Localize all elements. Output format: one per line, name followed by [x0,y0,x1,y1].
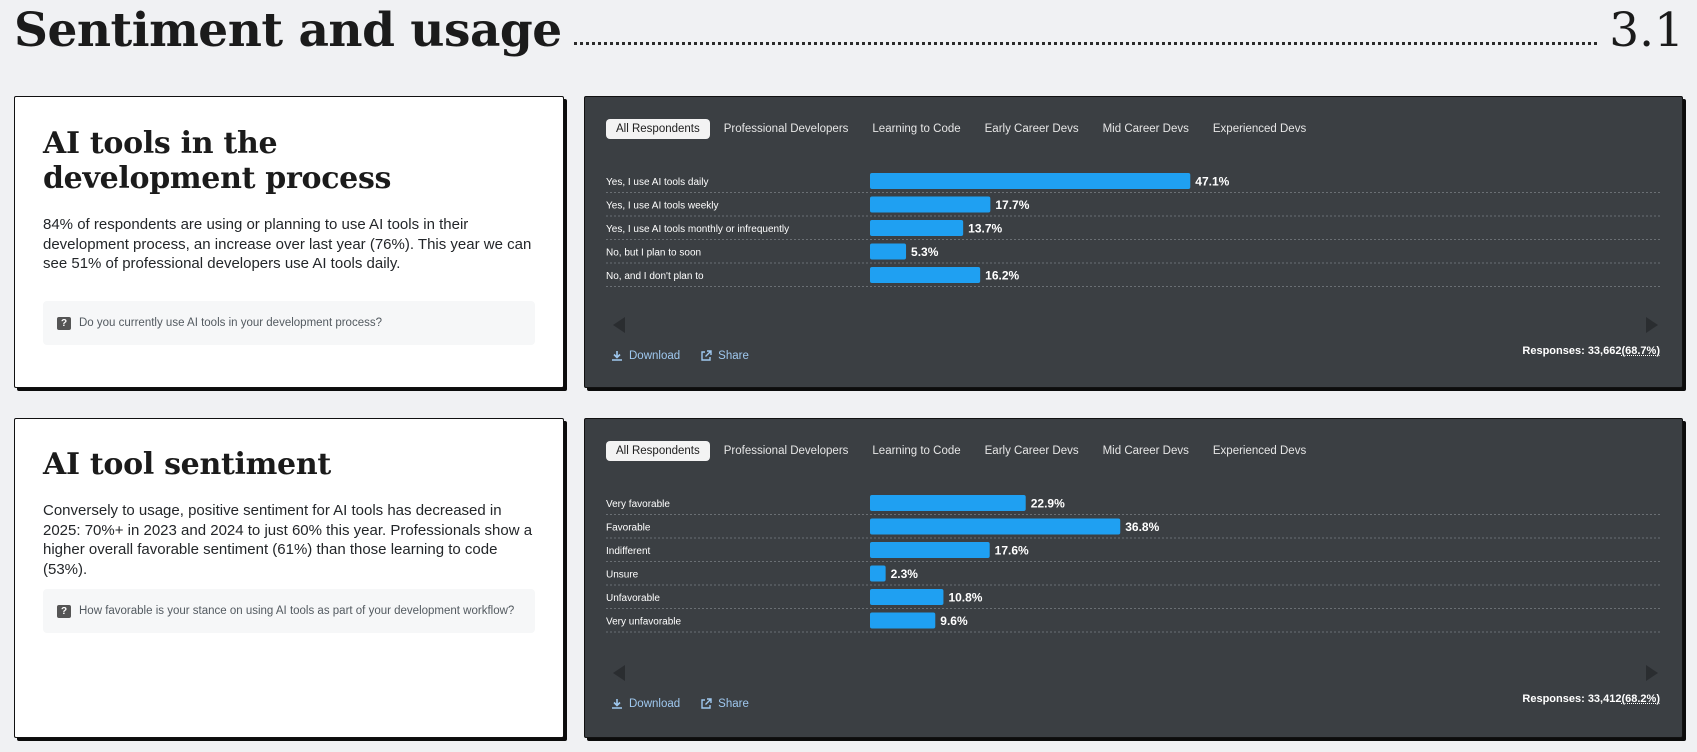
tab-early-career-devs[interactable]: Early Career Devs [984,123,1079,135]
download-label: Download [629,698,681,710]
bar[interactable] [870,220,964,236]
tab-all-respondents[interactable]: All Respondents [606,119,710,139]
tab-learning-to-code[interactable]: Learning to Code [872,445,961,457]
responses-number: 33,412 [1587,693,1622,705]
tab-professional-developers[interactable]: Professional Developers [723,123,849,135]
question-text: Do you currently use AI tools in your de… [79,317,382,329]
category-label: Unfavorable [606,593,660,604]
share-button[interactable]: Share [700,698,749,710]
sentiment-bar-chart: Very favorable 22.9% Favorable 36.8% Indiffe… [606,495,1660,633]
value-label: 16.2% [985,269,1019,283]
respondent-tabs: All Respondents Professional Developers Le… [606,441,1320,461]
category-label: Very unfavorable [606,617,681,628]
category-label: Yes, I use AI tools monthly or infrequen… [606,224,789,235]
usage-bar-chart: Yes, I use AI tools daily 47.1% Yes, I use… [606,173,1660,287]
value-label: 9.6% [940,614,968,628]
value-label: 17.6% [995,544,1029,558]
category-label: Yes, I use AI tools weekly [606,201,718,212]
category-label: Favorable [606,523,651,534]
value-label: 47.1% [1195,175,1229,189]
bar[interactable] [870,495,1026,511]
download-button[interactable]: Download [611,350,680,362]
category-label: No, but I plan to soon [606,248,701,259]
tab-professional-developers[interactable]: Professional Developers [723,445,849,457]
sentiment-chart-panel: All Respondents Professional Developers Le… [584,418,1683,738]
responses-label: Responses: [1522,693,1585,705]
section-description: Conversely to usage, positive sentiment … [43,502,533,578]
survey-question: ? How favorable is your stance on using … [43,589,535,633]
share-label: Share [718,350,749,362]
external-link-icon [700,350,712,362]
section-heading: AI tool sentiment [43,447,331,482]
tab-experienced-devs[interactable]: Experienced Devs [1212,123,1307,135]
respondent-tabs: All Respondents Professional Developers Le… [606,119,1320,139]
responses-count: Responses: 33,412(68.2%) [1522,693,1660,705]
bar[interactable] [870,196,991,213]
chart-actions: Download Share [611,350,749,362]
question-mark-square-icon: ? [57,316,71,330]
survey-question: ? Do you currently use AI tools in your … [43,301,535,345]
download-icon [611,698,623,710]
value-label: 2.3% [891,567,919,581]
share-label: Share [718,698,749,710]
bar[interactable] [870,243,907,260]
page-title: Sentiment and usage [14,2,562,58]
download-icon [611,350,623,362]
chevron-left-icon[interactable] [613,317,625,333]
tab-experienced-devs[interactable]: Experienced Devs [1212,445,1307,457]
chevron-left-icon[interactable] [613,665,625,681]
responses-label: Responses: [1522,345,1585,357]
value-label: 22.9% [1031,497,1065,511]
share-button[interactable]: Share [700,350,749,362]
chart-actions: Download Share [611,698,749,710]
value-label: 10.8% [948,591,982,605]
sentiment-info-card: AI tool sentiment Conversely to usage, p… [14,418,564,738]
section-description: 84% of respondents are using or planning… [43,216,532,272]
usage-chart-panel: All Respondents Professional Developers Le… [584,96,1683,388]
category-label: Unsure [606,570,639,581]
responses-percentage: (68.2%) [1621,693,1660,705]
responses-number: 33,662 [1587,345,1622,357]
bar[interactable] [870,589,944,605]
tab-all-respondents[interactable]: All Respondents [606,441,710,461]
section-heading: AI tools in the development process [43,126,392,196]
chevron-right-icon[interactable] [1646,665,1658,681]
section-number: 3.1 [1609,2,1684,58]
chevron-right-icon[interactable] [1646,317,1658,333]
value-label: 5.3% [911,245,939,259]
question-mark-square-icon: ? [57,604,71,618]
category-label: Indifferent [606,546,651,557]
category-label: No, and I don't plan to [606,271,704,282]
external-link-icon [700,698,712,710]
value-label: 13.7% [968,222,1002,236]
bar[interactable] [870,565,886,582]
responses-count: Responses: 33,662(68.7%) [1522,345,1660,357]
value-label: 17.7% [995,198,1029,212]
tab-learning-to-code[interactable]: Learning to Code [872,123,961,135]
bar[interactable] [870,267,981,283]
category-label: Yes, I use AI tools daily [606,177,708,188]
value-label: 36.8% [1125,520,1159,534]
category-label: Very favorable [606,499,670,510]
tab-mid-career-devs[interactable]: Mid Career Devs [1102,123,1189,135]
download-button[interactable]: Download [611,698,680,710]
page-header: Sentiment and usage 3.1 [14,0,1684,60]
bar[interactable] [870,173,1191,189]
question-text: How favorable is your stance on using AI… [79,605,515,617]
bar[interactable] [870,612,936,629]
responses-percentage: (68.7%) [1621,345,1660,357]
dotted-leader [573,42,1598,45]
tab-early-career-devs[interactable]: Early Career Devs [984,445,1079,457]
bar[interactable] [870,518,1121,535]
bar[interactable] [870,542,990,558]
tab-mid-career-devs[interactable]: Mid Career Devs [1102,445,1189,457]
usage-info-card: AI tools in the development process 84% … [14,96,564,388]
download-label: Download [629,350,681,362]
